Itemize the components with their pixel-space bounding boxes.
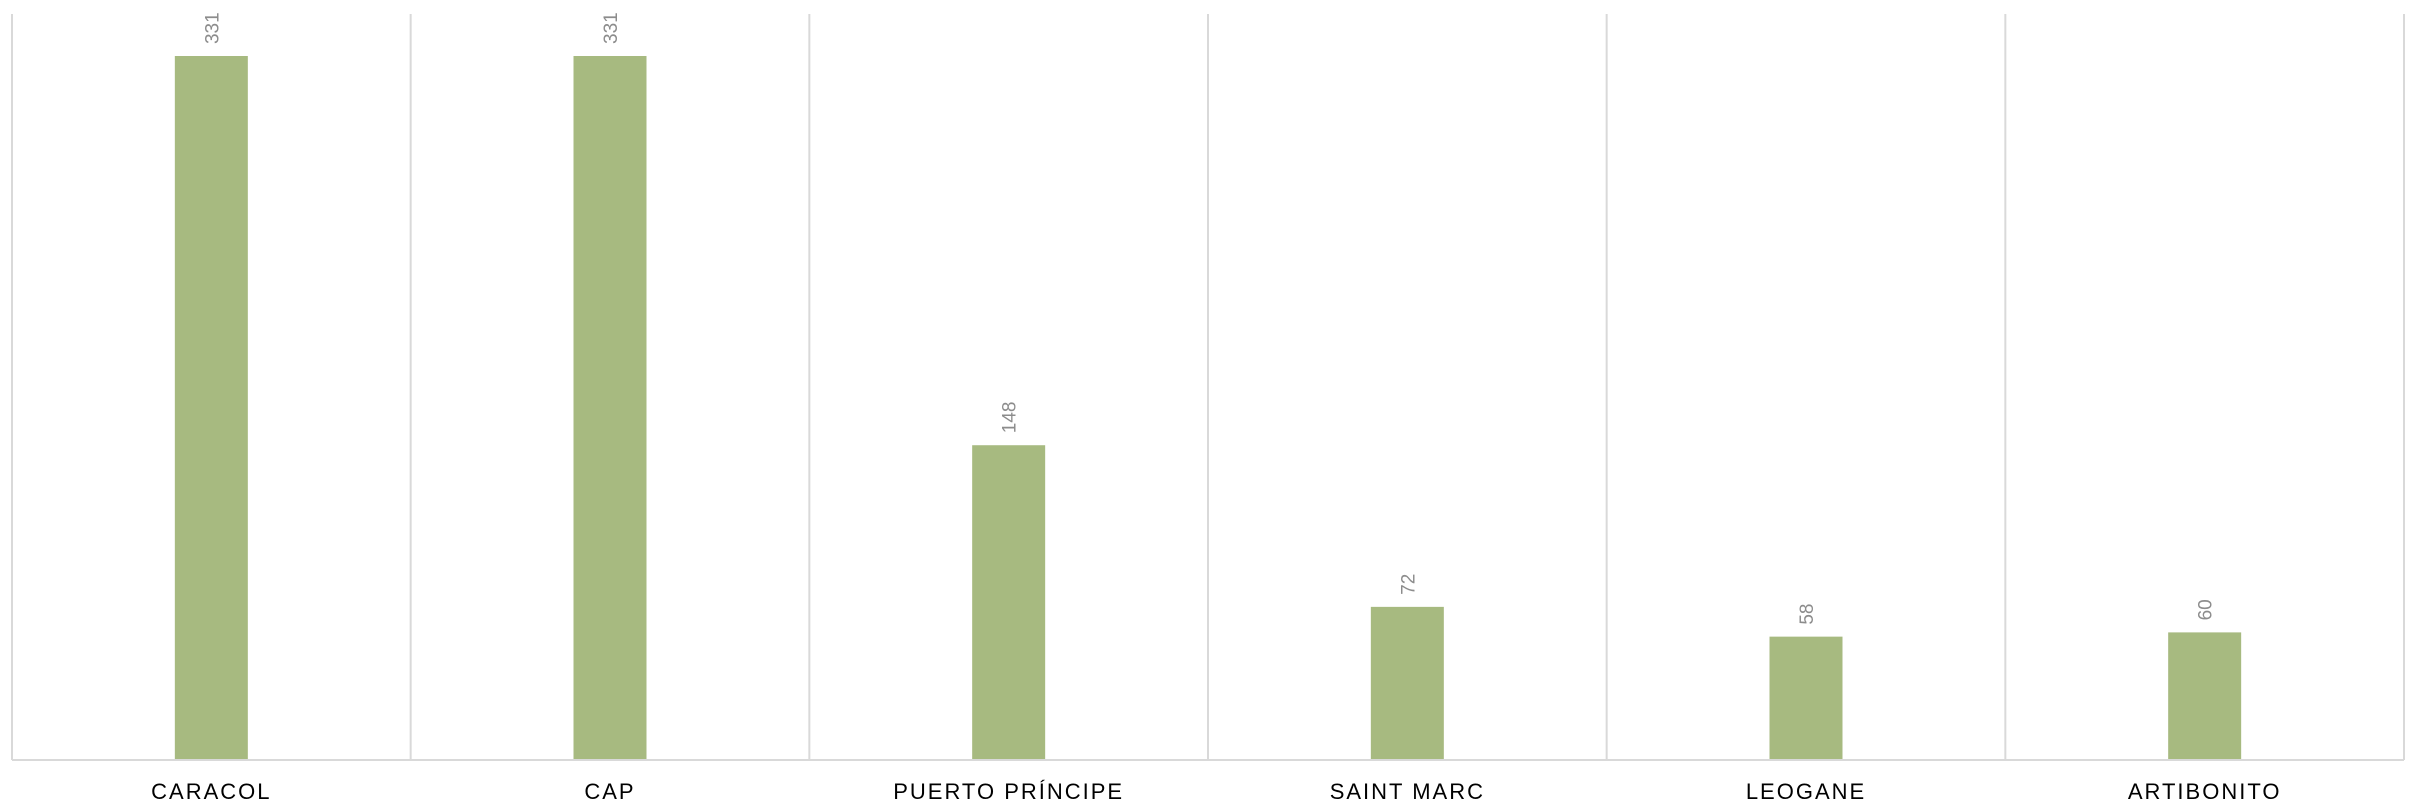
category-tick-label: PUERTO PRÍNCIPE	[893, 779, 1124, 804]
bar-cap	[573, 56, 647, 760]
value-labels: 331 331 148 72 58 60	[202, 12, 2216, 624]
gridlines	[11, 14, 2405, 760]
category-tick-label: LEOGANE	[1746, 779, 1866, 804]
bar-artibonito	[2168, 632, 2242, 760]
category-tick-label: SAINT MARC	[1330, 779, 1485, 804]
data-label: 331	[202, 12, 223, 44]
bar-caracol	[174, 56, 248, 760]
data-label: 72	[1398, 574, 1419, 595]
bar-puerto-pr-ncipe	[972, 445, 1046, 760]
bar-saint-marc	[1370, 606, 1444, 760]
data-label: 60	[2196, 599, 2217, 620]
category-tick-label: ARTIBONITO	[2128, 779, 2282, 804]
data-label: 331	[601, 12, 622, 44]
data-label: 58	[1797, 603, 1818, 624]
bar-leogane	[1769, 636, 1843, 760]
category-labels: CARACOL CAP PUERTO PRÍNCIPE SAINT MARC LEOGA…	[151, 779, 2282, 804]
bars	[174, 56, 2242, 760]
category-tick-label: CAP	[584, 779, 635, 804]
data-label: 148	[1000, 402, 1021, 434]
category-tick-label: CARACOL	[151, 779, 271, 804]
